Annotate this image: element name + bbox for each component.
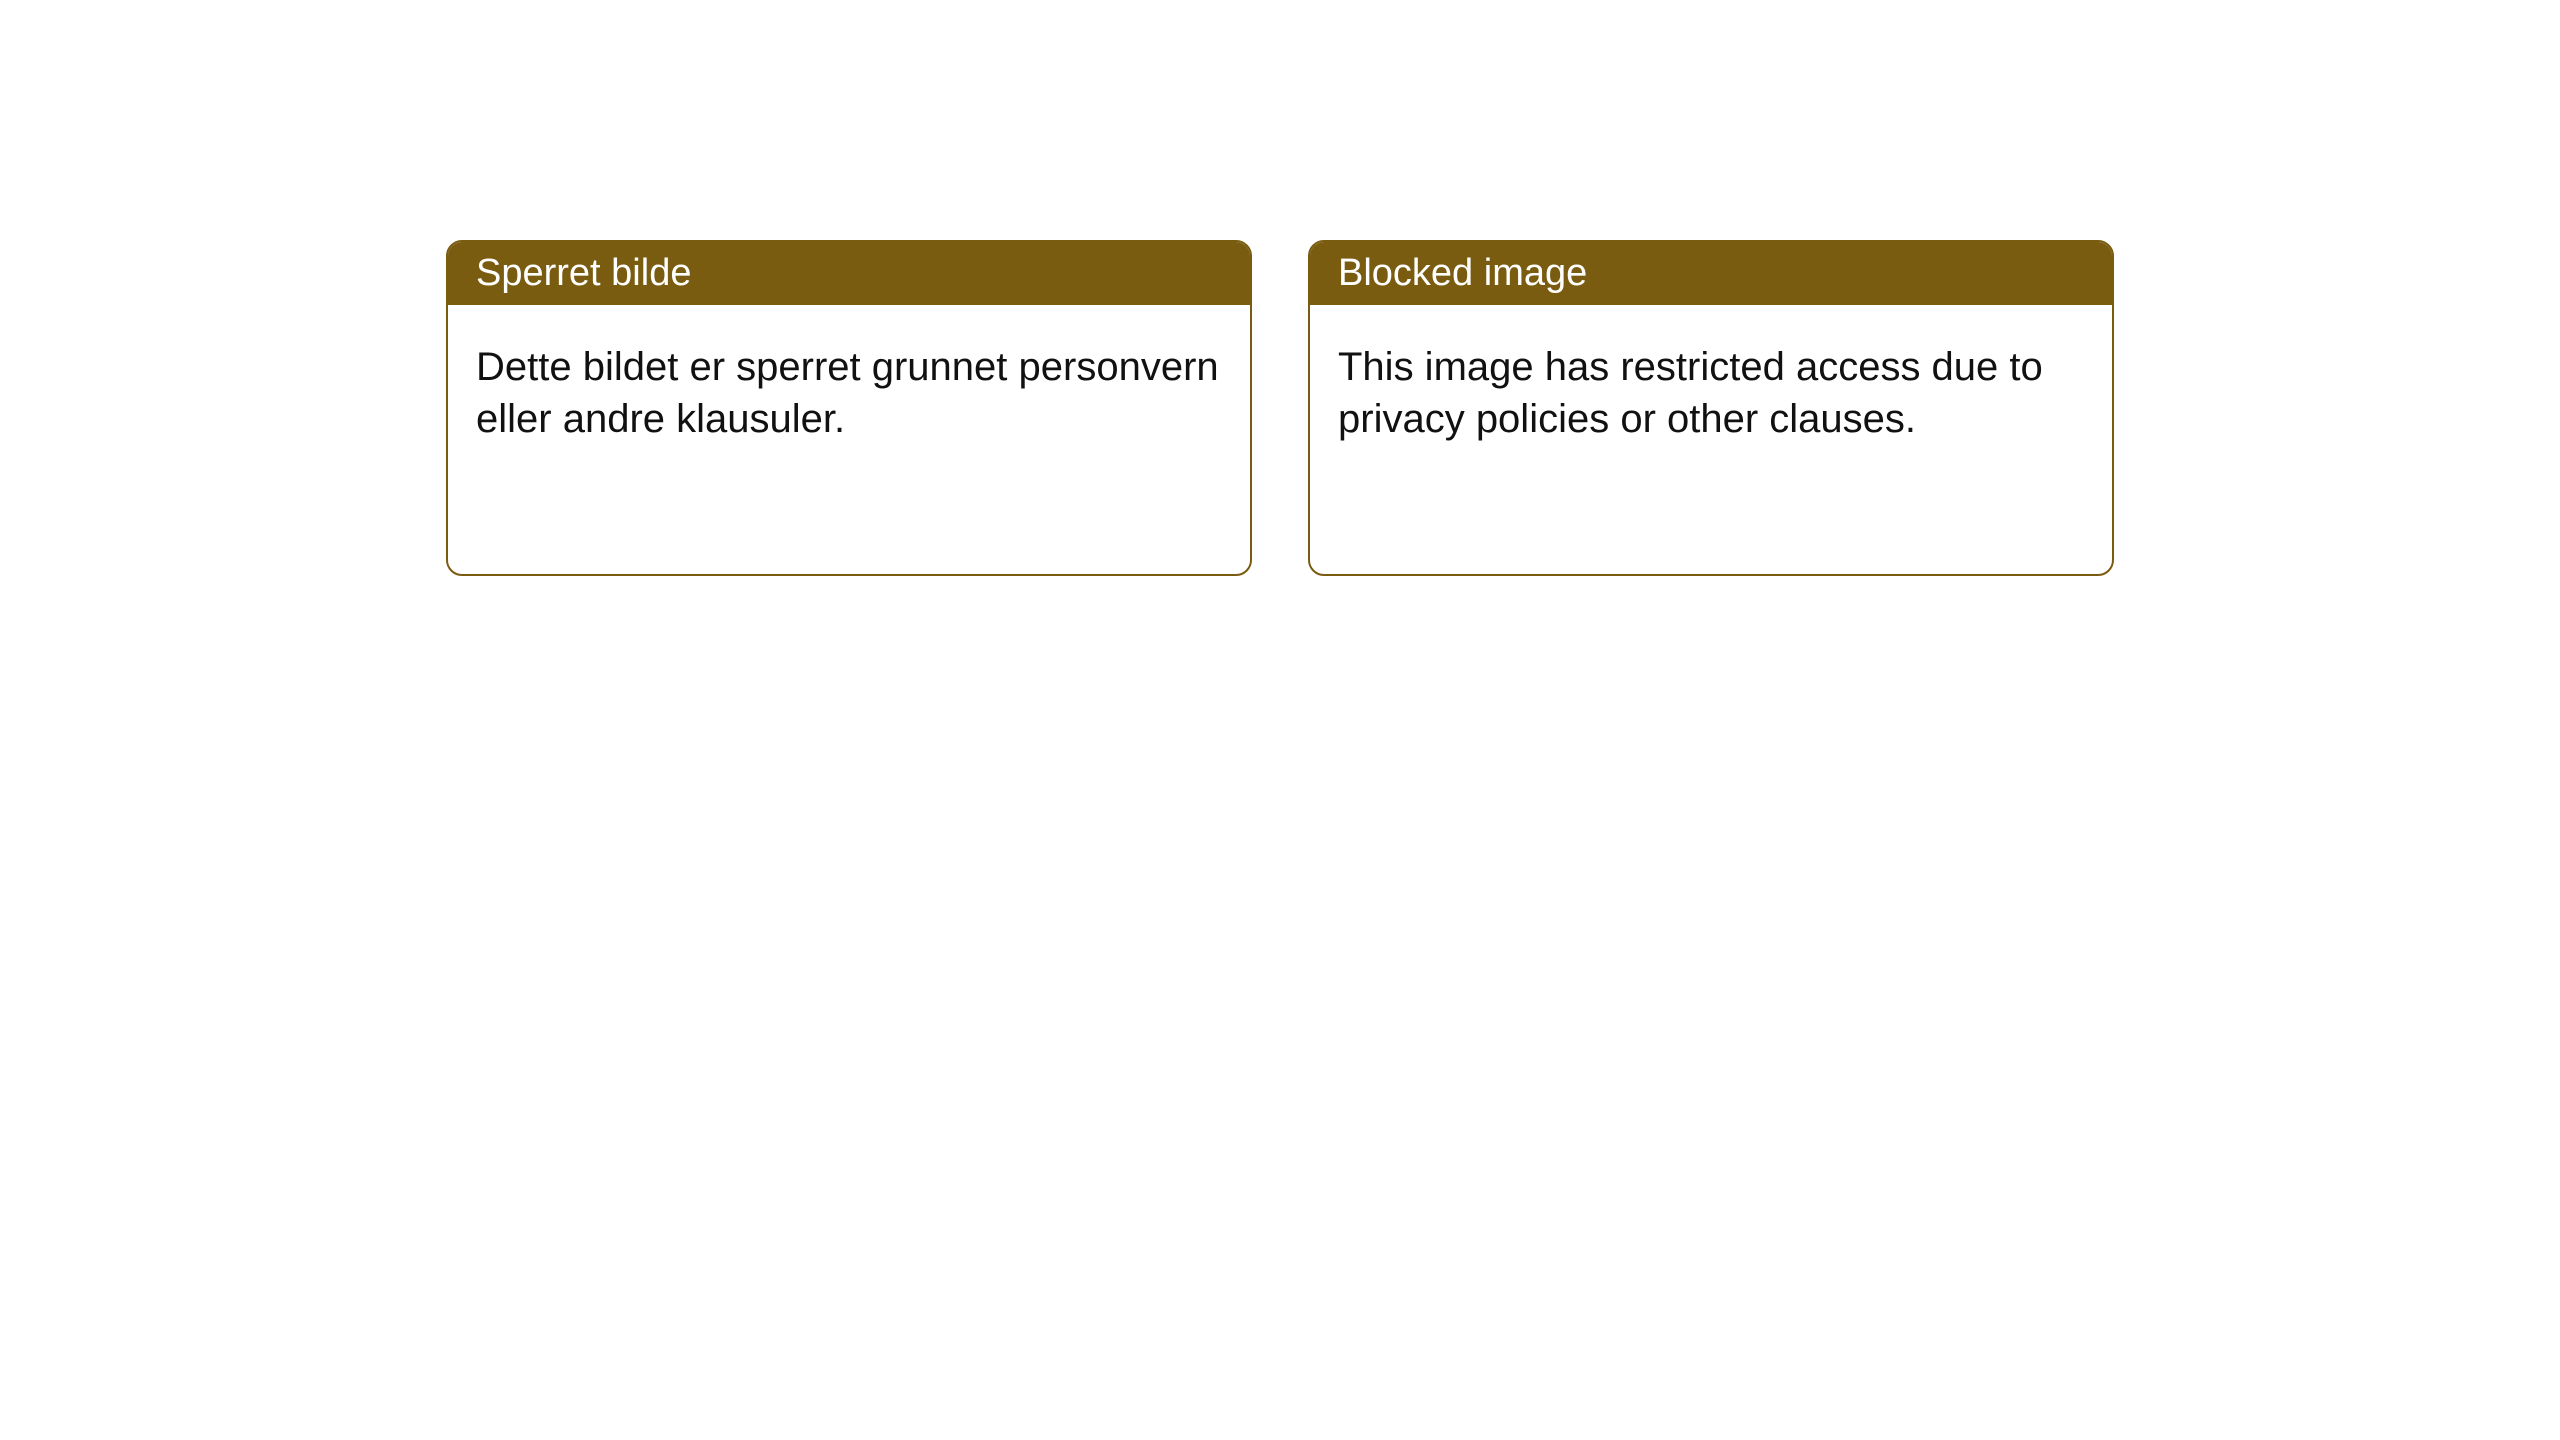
notice-card-en: Blocked image This image has restricted … bbox=[1308, 240, 2114, 576]
notice-body-en: This image has restricted access due to … bbox=[1310, 305, 2112, 481]
notice-title-en: Blocked image bbox=[1310, 242, 2112, 305]
notice-title-no: Sperret bilde bbox=[448, 242, 1250, 305]
notice-body-no: Dette bildet er sperret grunnet personve… bbox=[448, 305, 1250, 481]
notice-card-no: Sperret bilde Dette bildet er sperret gr… bbox=[446, 240, 1252, 576]
notice-container: Sperret bilde Dette bildet er sperret gr… bbox=[446, 240, 2114, 576]
